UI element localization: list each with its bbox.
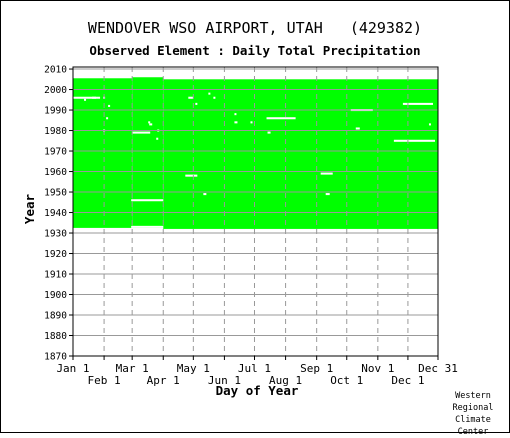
- y-tick-label: 1900: [44, 290, 67, 301]
- x-tick-label: Nov 1: [361, 362, 394, 375]
- data-coverage-block: [73, 78, 133, 228]
- missing-data-segment: [250, 121, 253, 124]
- y-tick-label: 1960: [44, 167, 67, 178]
- missing-data-segment: [402, 102, 433, 105]
- missing-data-segment: [355, 127, 360, 130]
- y-tick-label: 1870: [44, 352, 67, 363]
- y-tick-label: 1880: [44, 331, 67, 342]
- missing-data-segment: [149, 123, 153, 126]
- missing-data-segment: [108, 104, 111, 107]
- y-tick-label: 1920: [44, 249, 67, 260]
- missing-data-segment: [84, 98, 87, 101]
- missing-data-segment: [320, 172, 333, 175]
- x-tick-label: Jul 1: [238, 362, 271, 375]
- y-tick-label: 1940: [44, 208, 67, 219]
- credit-block: Western Regional Climate Center: [447, 390, 499, 438]
- plot-border: [72, 66, 439, 357]
- missing-data-segment: [325, 193, 330, 196]
- missing-data-segment: [92, 96, 97, 99]
- missing-data-segment: [156, 137, 159, 140]
- chart-subtitle: Observed Element : Daily Total Precipita…: [89, 43, 421, 58]
- x-axis-label: Day of Year: [216, 383, 299, 398]
- axes-layer: [72, 66, 439, 357]
- missing-data-segment: [131, 199, 164, 202]
- y-tick-label: 1950: [44, 188, 67, 199]
- y-tick-label: 2010: [44, 65, 67, 76]
- missing-data-segment: [234, 121, 238, 124]
- data-coverage-block: [163, 79, 438, 229]
- y-tick-label: 2000: [44, 85, 67, 96]
- credit-line: Center: [457, 427, 489, 437]
- missing-data-segment: [132, 131, 151, 134]
- y-tick-label: 1910: [44, 270, 67, 281]
- x-tick-label: Aug 1: [269, 374, 302, 387]
- grid-layer: [73, 67, 438, 357]
- x-tick-label: Sep 1: [300, 362, 333, 375]
- x-tick-label: Dec 1: [391, 374, 424, 387]
- data-layer: [73, 77, 438, 229]
- missing-data-segment: [188, 96, 194, 99]
- y-tick-label: 1970: [44, 147, 67, 158]
- missing-data-segment: [203, 193, 207, 196]
- y-tick-label: 1890: [44, 311, 67, 322]
- missing-data-segment: [148, 121, 151, 124]
- missing-data-segment: [267, 131, 271, 134]
- data-coverage-block: [132, 77, 164, 228]
- credit-line: Western: [455, 391, 491, 401]
- x-tick-label: Jun 1: [208, 374, 241, 387]
- x-tick-label: May 1: [177, 362, 210, 375]
- missing-data-segment: [195, 102, 198, 105]
- x-tick-label: Dec 31: [418, 362, 458, 375]
- tick-layer: 1870 1880 1890 1900 1910 1920 1930 1940 1950 1960…: [44, 65, 458, 387]
- y-axis-label: Year: [22, 193, 37, 224]
- missing-data-segment: [213, 96, 216, 99]
- missing-data-segment: [428, 123, 431, 126]
- y-tick-label: 1980: [44, 126, 67, 137]
- y-tick-label: 1930: [44, 229, 67, 240]
- x-tick-label: Jan 1: [56, 362, 89, 375]
- missing-data-segment: [393, 139, 435, 142]
- x-tick-label: Mar 1: [116, 362, 149, 375]
- credit-line: Regional: [452, 403, 494, 413]
- missing-data-segment: [185, 174, 198, 177]
- missing-data-segment: [208, 92, 211, 95]
- missing-data-segment: [266, 117, 296, 120]
- missing-data-segment: [73, 96, 101, 99]
- chart-title: WENDOVER WSO AIRPORT, UTAH (429382): [87, 19, 423, 37]
- x-tick-label: Feb 1: [88, 374, 121, 387]
- missing-data-segment: [106, 117, 109, 120]
- y-tick-label: 1990: [44, 106, 67, 117]
- missing-data-segment: [131, 225, 164, 228]
- x-tick-label: Apr 1: [147, 374, 180, 387]
- credit-line: Climate: [455, 415, 491, 425]
- x-tick-label: Oct 1: [330, 374, 363, 387]
- missing-data-segment: [234, 113, 237, 116]
